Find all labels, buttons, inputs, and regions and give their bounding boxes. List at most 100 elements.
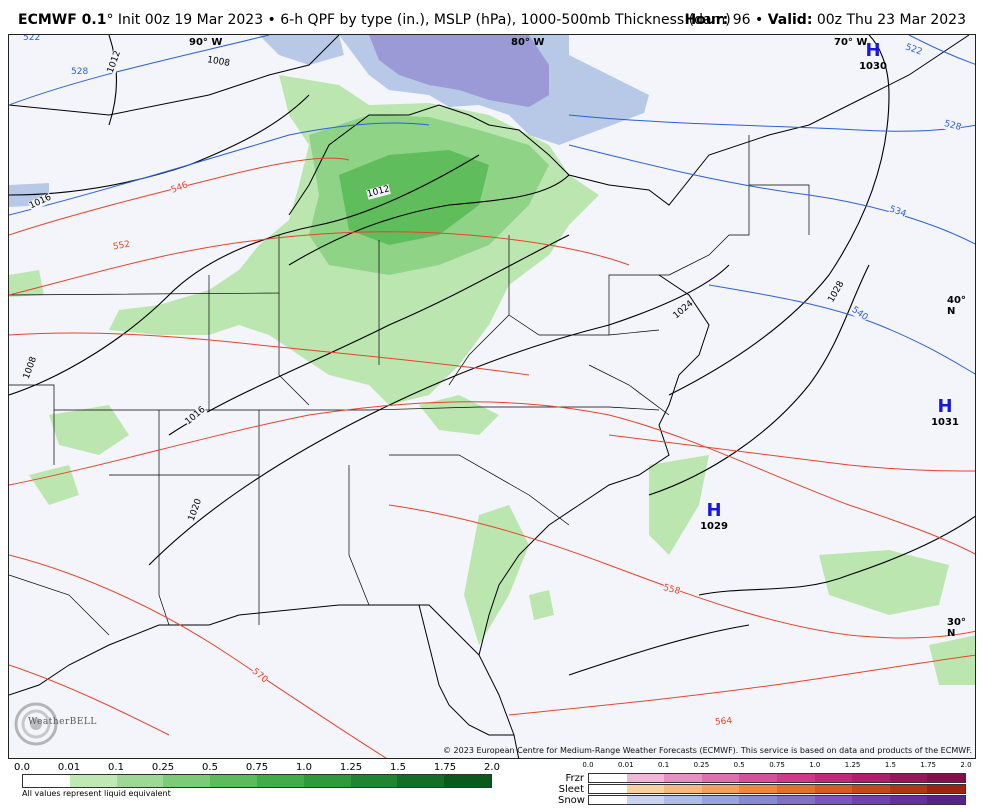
legend-tick: 0.0 <box>14 762 30 773</box>
ptype-swatch <box>739 774 777 782</box>
weatherbell-logo: WeatherBELL <box>12 700 102 748</box>
ptype-row: Snow <box>558 795 968 806</box>
hour-label: Hour: <box>684 12 729 28</box>
copyright-text: © 2023 European Centre for Medium-Range … <box>443 746 972 755</box>
legend-tick: 0.75 <box>245 762 269 773</box>
high-symbol: H <box>706 500 722 521</box>
ptype-tick: 0.75 <box>769 761 785 769</box>
header: ECMWF 0.1° Init 00z 19 Mar 2023 • 6-h QP… <box>0 0 984 34</box>
valid-label: Valid: <box>767 12 813 28</box>
ptype-swatch <box>889 796 928 804</box>
high-value: 1031 <box>931 417 959 428</box>
logo-swirl-icon <box>14 702 58 746</box>
ptype-swatch <box>626 785 665 793</box>
ptype-cells <box>588 773 966 783</box>
legend-swatch <box>397 775 445 787</box>
precip-regions-heavy <box>339 150 489 245</box>
legend-swatch <box>444 775 491 787</box>
thickness-label-blue: 528 <box>71 67 89 77</box>
ptype-swatch <box>889 785 928 793</box>
legend-tick: 2.0 <box>484 762 500 773</box>
ptype-cells <box>588 784 966 794</box>
ptype-swatch <box>589 785 627 793</box>
ptype-tick: 1.75 <box>920 761 936 769</box>
valid-value: 00z Thu 23 Mar 2023 <box>812 12 966 28</box>
ptype-swatch <box>814 785 853 793</box>
hour-value: 96 • <box>728 12 768 28</box>
ptype-name: Snow <box>558 795 585 806</box>
header-description: Init 00z 19 Mar 2023 • 6-h QPF by type (… <box>113 12 731 28</box>
ptype-swatch <box>664 796 702 804</box>
high-pressure-1029: H 1029 <box>698 500 730 533</box>
legend-note: All values represent liquid equivalent <box>22 789 171 798</box>
ptype-tick: 0.1 <box>658 761 670 769</box>
ptype-swatch <box>739 796 777 804</box>
longitude-label-70w: 70° W <box>834 37 868 48</box>
latitude-label-30n: 30° N <box>947 617 966 639</box>
legend-swatch <box>256 775 304 787</box>
ptype-swatch <box>927 774 965 782</box>
legend-swatch <box>23 775 70 787</box>
ptype-swatch <box>701 774 740 782</box>
ptype-legend-ticks: 0.0 0.01 0.1 0.25 0.5 0.75 1.0 1.25 1.5 1.75 2.0 <box>582 761 972 771</box>
ptype-swatch <box>927 785 965 793</box>
legend-swatch <box>69 775 117 787</box>
legend-tick: 1.25 <box>339 762 363 773</box>
ptype-swatch <box>927 796 965 804</box>
snow-region-dark <box>369 35 549 107</box>
ptype-swatch <box>814 796 853 804</box>
weather-map[interactable]: 90° W 80° W 70° W 40° N 30° N H 1030 H 1… <box>8 34 976 759</box>
ptype-tick: 0.0 <box>582 761 594 769</box>
ptype-swatch <box>889 774 928 782</box>
high-value: 1030 <box>859 61 887 72</box>
legend-tick: 0.5 <box>202 762 218 773</box>
ptype-cells <box>588 795 966 805</box>
ptype-tick: 0.5 <box>733 761 745 769</box>
longitude-label-80w: 80° W <box>511 37 545 48</box>
ptype-swatch <box>589 774 627 782</box>
ptype-name: Frzr <box>565 773 585 784</box>
ptype-swatch <box>589 796 627 804</box>
ptype-swatch <box>664 785 702 793</box>
ptype-swatch <box>626 774 665 782</box>
legend-swatch <box>163 775 211 787</box>
legend-tick: 0.1 <box>108 762 124 773</box>
model-name: ECMWF 0.1 <box>18 12 107 28</box>
ptype-legend: Frzr Sleet Snow <box>558 761 968 807</box>
ptype-row: Frzr <box>558 773 968 784</box>
legend-swatch <box>210 775 257 787</box>
header-title: ECMWF 0.1° Init 00z 19 Mar 2023 • 6-h QP… <box>18 12 731 28</box>
ptype-row: Sleet <box>558 784 968 795</box>
legend-swatch <box>350 775 398 787</box>
ptype-swatch <box>739 785 777 793</box>
legend-tick: 0.01 <box>57 762 81 773</box>
ptype-swatch <box>776 796 815 804</box>
ptype-tick: 1.0 <box>809 761 821 769</box>
high-symbol: H <box>865 40 881 61</box>
ptype-swatch <box>776 774 815 782</box>
ptype-tick: 2.0 <box>960 761 972 769</box>
thickness-label-red: 564 <box>714 716 733 728</box>
ptype-tick: 0.01 <box>618 761 634 769</box>
qpf-legend-ticks: 0.0 0.01 0.1 0.25 0.5 0.75 1.0 1.25 1.5 1.75 2.0 <box>8 762 500 774</box>
ptype-tick: 1.25 <box>844 761 861 769</box>
latitude-label-40n: 40° N <box>947 295 966 317</box>
coastlines <box>9 35 970 758</box>
legend-swatch <box>303 775 351 787</box>
snow-region-west <box>259 35 344 65</box>
state-borders <box>9 135 810 636</box>
ptype-swatch <box>664 774 702 782</box>
ptype-swatch <box>701 796 740 804</box>
longitude-label-90w: 90° W <box>189 37 223 48</box>
logo-text: WeatherBELL <box>28 717 97 727</box>
thickness-blue <box>9 35 975 375</box>
ptype-swatch <box>626 796 665 804</box>
legend-swatch <box>116 775 164 787</box>
high-symbol: H <box>937 396 953 417</box>
degree-symbol: ° <box>106 12 114 28</box>
high-pressure-1030: H 1030 <box>857 40 889 73</box>
high-value: 1029 <box>700 521 728 532</box>
ptype-swatch <box>852 796 890 804</box>
map-canvas <box>9 35 975 758</box>
ptype-swatch <box>776 785 815 793</box>
